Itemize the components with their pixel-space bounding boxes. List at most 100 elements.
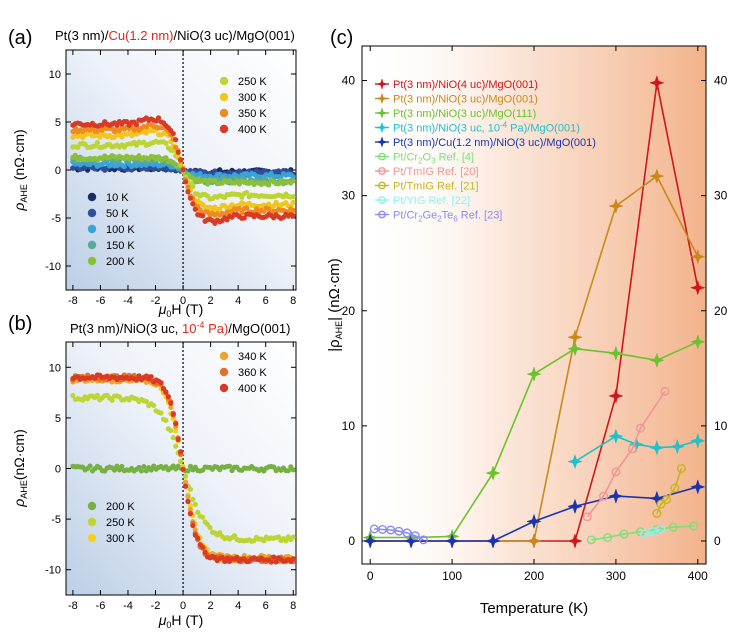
data-point <box>72 152 78 158</box>
data-point <box>485 465 501 481</box>
data-point <box>148 374 154 380</box>
data-point <box>197 207 203 213</box>
panel-a-ylabel-rho: ρ <box>11 203 27 212</box>
data-point <box>70 392 76 399</box>
data-point <box>608 388 624 404</box>
data-point <box>394 526 404 536</box>
data-point <box>690 279 706 296</box>
legend-label-part: 2 <box>437 215 442 224</box>
y-tick-label: 10 <box>342 419 356 433</box>
data-point <box>217 206 223 212</box>
data-point <box>182 473 189 479</box>
panel-a-ylabel: ρAHE (nΩ·cm) <box>11 129 29 211</box>
x-tick-label: 200 <box>524 569 544 583</box>
x-tick-label: 2 <box>208 295 214 307</box>
data-point <box>567 533 583 549</box>
data-point <box>652 508 662 518</box>
panel-c-label: (c) <box>330 27 353 49</box>
data-point <box>253 206 260 212</box>
legend-marker <box>219 351 229 361</box>
data-point <box>204 181 211 187</box>
data-point <box>217 171 223 177</box>
data-point <box>628 436 645 453</box>
data-point <box>290 534 296 540</box>
data-point <box>648 527 658 537</box>
legend-marker <box>87 256 97 266</box>
data-point <box>234 554 240 560</box>
legend-marker <box>219 124 229 134</box>
series-path <box>591 525 694 541</box>
panel-a-xlabel: μ0H (T) <box>158 301 204 319</box>
data-point <box>124 119 130 125</box>
data-point <box>138 468 145 474</box>
y-tick-label-right: 40 <box>714 74 728 88</box>
data-point <box>690 479 706 495</box>
legend-marker <box>219 92 229 102</box>
data-point <box>608 428 624 445</box>
data-point <box>670 483 680 493</box>
data-point <box>185 468 191 474</box>
data-point <box>290 467 296 473</box>
legend-label-part: 2 <box>418 157 423 166</box>
panel-a-xlabel-mu: μ <box>158 301 167 317</box>
data-point <box>173 421 179 427</box>
data-point <box>97 134 103 140</box>
legend-label: 150 K <box>106 240 135 252</box>
data-point <box>660 386 670 396</box>
data-point <box>187 511 194 517</box>
x-tick-label: -2 <box>151 600 161 612</box>
legend-label: 250 K <box>238 76 267 88</box>
legend-marker <box>87 517 97 527</box>
series-path <box>374 528 424 541</box>
data-point <box>94 140 100 146</box>
panel-a-ylabel-sub: AHE <box>19 184 29 203</box>
y-tick-label-right: 30 <box>714 189 728 203</box>
y-tick-label: 0 <box>348 534 355 548</box>
y-tick-label: -5 <box>51 514 61 526</box>
series-line <box>369 524 428 545</box>
data-point <box>608 488 624 504</box>
series-400k <box>70 372 296 565</box>
data-point <box>178 458 184 464</box>
panel-a-label: (a) <box>8 27 32 49</box>
x-tick-label: 8 <box>290 295 296 307</box>
data-point <box>163 155 169 161</box>
legend-label-part: Pa)/MgO(001) <box>507 123 580 135</box>
data-point <box>567 498 583 515</box>
legend-label: 200 K <box>106 501 135 513</box>
data-point <box>261 538 267 544</box>
data-point <box>599 491 609 501</box>
legend-label-part: Te <box>442 210 454 222</box>
data-point <box>195 509 201 515</box>
data-point <box>290 199 296 205</box>
legend-label: 400 K <box>238 124 267 136</box>
data-point <box>200 514 206 520</box>
data-point <box>285 468 291 474</box>
panel-b-label: (b) <box>8 313 32 335</box>
legend-marker <box>87 501 97 511</box>
x-tick-label: -8 <box>68 600 78 612</box>
x-tick-label: 400 <box>688 569 708 583</box>
panel-c-ylabel-post: | (nΩ·cm) <box>326 258 343 321</box>
data-point <box>151 402 157 409</box>
legend-label: Pt(3 nm)/NiO(3 uc)/MgO(111) <box>393 108 536 120</box>
data-point <box>200 544 206 550</box>
data-point <box>586 535 596 545</box>
data-point <box>175 436 181 443</box>
legend-label: Pt/YIG Ref. [22] <box>393 195 470 207</box>
panel-b-title-part: Pt(3 nm)/NiO(3 uc, <box>70 321 182 336</box>
data-point <box>656 499 666 509</box>
legend-label-part: Ge <box>423 210 438 222</box>
legend-marker <box>378 152 386 161</box>
data-point <box>163 417 169 423</box>
data-point <box>173 428 179 434</box>
data-point <box>635 423 645 433</box>
data-point <box>202 549 208 555</box>
series-100k <box>70 159 296 181</box>
data-point <box>182 479 189 485</box>
data-point <box>582 512 592 522</box>
x-tick-label: 8 <box>290 600 296 612</box>
series-400k <box>70 115 296 226</box>
legend-label: 300 K <box>238 92 267 104</box>
y-tick-label: 0 <box>55 464 61 476</box>
